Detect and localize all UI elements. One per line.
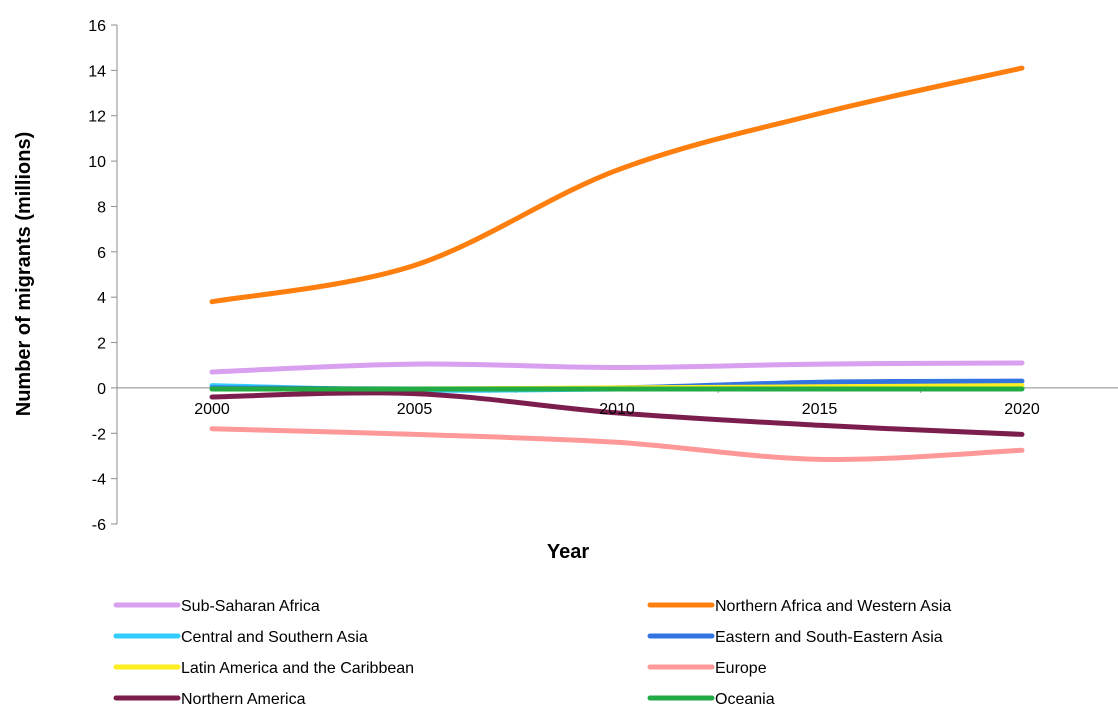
series-line-sub-saharan-africa xyxy=(209,360,1025,375)
legend-item-central-and-southern-asia: Central and Southern Asia xyxy=(113,629,368,646)
y-tick-label: -4 xyxy=(92,472,106,489)
y-tick-label: 4 xyxy=(97,290,106,307)
y-tick-label: 12 xyxy=(88,109,106,126)
series-lines xyxy=(209,65,1025,463)
y-tick-label: 0 xyxy=(97,381,106,398)
y-tick-label: -6 xyxy=(92,517,106,534)
legend-item-oceania: Oceania xyxy=(647,691,775,705)
x-tick-label: 2010 xyxy=(599,401,635,418)
legend-label: Central and Southern Asia xyxy=(181,629,368,646)
legend-label: Sub-Saharan Africa xyxy=(181,598,320,615)
series-line-northern-america xyxy=(209,390,1025,437)
y-tick-label: 16 xyxy=(88,18,106,35)
legend-label: Europe xyxy=(715,660,767,677)
y-axis-title: Number of migrants (millions) xyxy=(13,132,35,416)
x-tick-label: 2000 xyxy=(194,401,230,418)
legend-item-northern-africa-and-western-asia: Northern Africa and Western Asia xyxy=(647,598,951,615)
series-line-europe xyxy=(209,426,1025,463)
legend-item-latin-america-and-the-caribbean: Latin America and the Caribbean xyxy=(113,660,414,677)
y-axis: -6 -4 -2 0 2 4 6 8 10 12 14 16 xyxy=(88,18,118,534)
legend-label: Latin America and the Caribbean xyxy=(181,660,414,677)
legend-item-northern-america: Northern America xyxy=(113,691,306,705)
y-tick-label: 10 xyxy=(88,154,106,171)
x-tick-label: 2020 xyxy=(1004,401,1040,418)
legend-label: Oceania xyxy=(715,691,775,705)
x-tick-labels: 2000 2005 2010 2015 2020 xyxy=(194,401,1040,418)
x-tick-label: 2015 xyxy=(802,401,838,418)
y-tick-label: 2 xyxy=(97,336,106,353)
series-line-northern-africa-and-western-asia xyxy=(209,65,1025,305)
y-tick-label: 8 xyxy=(97,199,106,216)
y-tick-label: 6 xyxy=(97,245,106,262)
legend-item-eastern-and-south-eastern-asia: Eastern and South-Eastern Asia xyxy=(647,629,943,646)
legend-item-europe: Europe xyxy=(647,660,767,677)
legend-label: Eastern and South-Eastern Asia xyxy=(715,629,943,646)
legend: Sub-Saharan Africa Northern Africa and We… xyxy=(113,598,951,705)
y-tick-label: -2 xyxy=(92,426,106,443)
legend-label: Northern America xyxy=(181,691,306,705)
x-tick-label: 2005 xyxy=(397,401,433,418)
legend-item-sub-saharan-africa: Sub-Saharan Africa xyxy=(113,598,320,615)
x-axis-title: Year xyxy=(547,541,589,563)
y-tick-label: 14 xyxy=(88,63,106,80)
legend-label: Northern Africa and Western Asia xyxy=(715,598,951,615)
